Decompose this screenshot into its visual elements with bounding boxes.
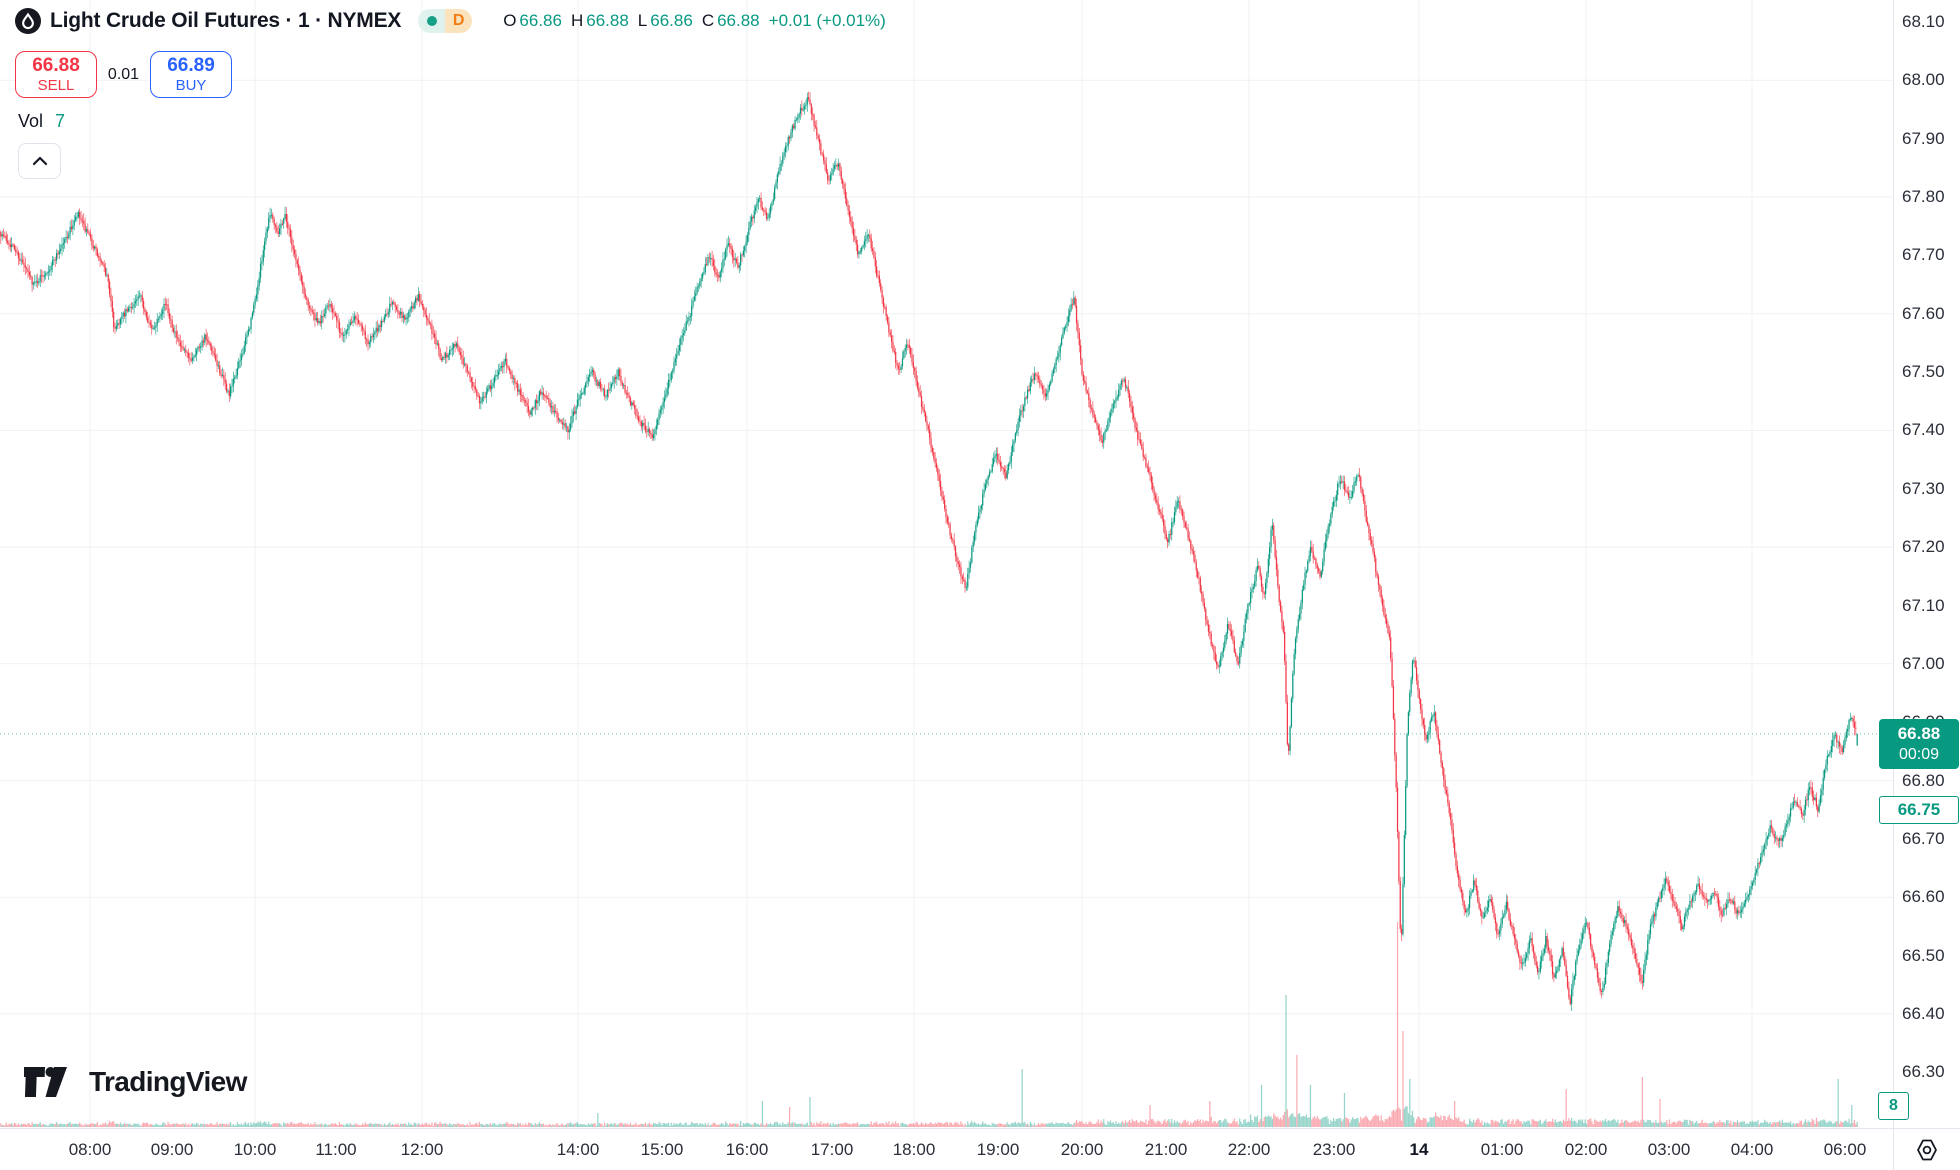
time-axis-label: 08:00 [68,1140,112,1159]
open-label: O [503,11,517,30]
high-label: H [570,11,584,30]
price-axis-label: 68.10 [1902,12,1945,31]
last-price-value: 66.88 [1897,724,1941,744]
buy-label: BUY [175,76,207,94]
sell-button[interactable]: 66.88 SELL [15,51,97,98]
timeframe-d-chip[interactable]: D [445,9,473,33]
candlestick-series [0,91,1858,1011]
price-axis-label: 67.40 [1902,420,1945,440]
time-axis-label: 14:00 [556,1140,600,1159]
symbol-title[interactable]: Light Crude Oil Futures · 1 · NYMEX [50,9,402,32]
price-axis-label: 67.70 [1902,245,1945,265]
time-axis-label: 16:00 [725,1140,769,1159]
price-axis-label: 67.10 [1902,595,1945,615]
price-axis-label: 68.00 [1902,70,1945,90]
axis-settings-icon[interactable] [1914,1137,1940,1163]
time-axis-label: 06:00 [1823,1140,1867,1159]
time-axis-label: 01:00 [1480,1140,1524,1159]
collapse-legend-button[interactable] [18,143,61,179]
time-axis-label: 09:00 [150,1140,194,1159]
sell-label: SELL [37,76,75,94]
chevron-up-icon [32,156,47,166]
volume-histogram [0,922,1858,1127]
oil-drop-symbol-icon [15,8,41,34]
low-label: L [637,11,648,30]
secondary-price-badge: 66.75 [1879,796,1959,824]
price-axis[interactable]: 68.10 68.00 67.90 67.80 67.70 67.60 67.50 67.40… [1893,0,1960,1128]
axis-corner-cell [1893,1128,1960,1170]
open-value: 66.86 [519,11,562,30]
time-axis-label: 21:00 [1144,1140,1188,1159]
gridlines [0,0,1893,1128]
time-axis-label: 19:00 [976,1140,1020,1159]
buy-button[interactable]: 66.89 BUY [150,51,232,98]
change-value: +0.01 (+0.01%) [768,11,886,30]
tradingview-logo-text: TradingView [89,1066,247,1097]
tradingview-logo[interactable]: TradingView [24,1066,247,1098]
price-axis-label: 66.80 [1902,770,1945,790]
time-axis[interactable]: 08:00 09:00 10:00 11:00 12:00 14:00 15:00 16:00… [0,1128,1893,1170]
price-axis-label: 67.30 [1902,478,1945,498]
bar-countdown: 00:09 [1898,745,1940,763]
time-axis-label: 17:00 [810,1140,854,1159]
low-value: 66.86 [650,11,693,30]
price-axis-label: 66.50 [1902,945,1945,965]
candlestick-chart-canvas[interactable] [0,0,1893,1128]
price-axis-label: 67.20 [1902,537,1945,557]
price-axis-label: 67.00 [1902,653,1945,673]
price-axis-label: 66.40 [1902,1003,1945,1023]
price-axis-label: 67.90 [1902,128,1945,148]
market-open-dot-icon [418,9,446,33]
market-status-pill[interactable]: D [418,9,473,33]
time-axis-label: 18:00 [892,1140,936,1159]
time-axis-label: 11:00 [315,1140,357,1159]
time-axis-day-marker: 14 [1409,1140,1429,1159]
price-axis-label: 67.80 [1902,187,1945,207]
last-price-badge: 66.88 00:09 [1879,719,1959,769]
chart-header: Light Crude Oil Futures · 1 · NYMEX D O … [0,0,1400,200]
time-axis-label: 15:00 [640,1140,684,1159]
volume-value-badge: 8 [1878,1092,1909,1120]
ohlc-readout: O 66.86 H 66.88 L 66.86 C 66.88 +0.01 (+… [503,11,886,31]
close-label: C [701,11,715,30]
time-axis-label: 04:00 [1730,1140,1774,1159]
sell-price: 66.88 [32,54,80,76]
buy-price: 66.89 [167,54,215,76]
high-value: 66.88 [586,11,629,30]
time-axis-label: 02:00 [1564,1140,1608,1159]
tradingview-mark-icon [24,1067,67,1097]
time-axis-label: 12:00 [400,1140,444,1159]
time-axis-label: 22:00 [1227,1140,1271,1159]
price-axis-label: 67.60 [1902,303,1945,323]
close-value: 66.88 [717,11,760,30]
price-axis-label: 66.70 [1902,828,1945,848]
volume-indicator-legend[interactable]: Vol 7 [18,111,65,132]
time-axis-label: 23:00 [1312,1140,1356,1159]
time-axis-label: 03:00 [1647,1140,1691,1159]
time-axis-label: 20:00 [1060,1140,1104,1159]
price-axis-label: 67.50 [1902,362,1945,382]
price-axis-label: 66.60 [1902,887,1945,907]
price-axis-label: 66.30 [1902,1062,1945,1082]
time-axis-label: 10:00 [233,1140,277,1159]
volume-indicator-label: Vol [18,111,44,131]
spread-value: 0.01 [107,65,140,83]
volume-indicator-value: 7 [55,111,66,131]
